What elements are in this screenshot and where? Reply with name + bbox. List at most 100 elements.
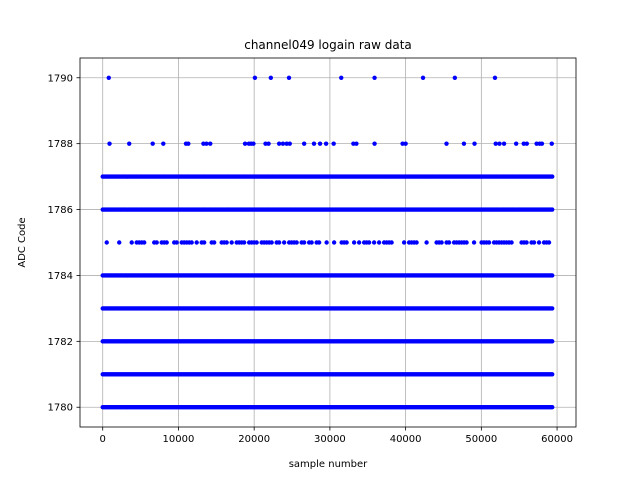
- data-point: [546, 240, 552, 245]
- data-point: [104, 240, 109, 245]
- data-point: [266, 141, 271, 146]
- data-point: [287, 141, 292, 146]
- data-point: [550, 273, 555, 278]
- data-point: [509, 240, 514, 245]
- data-point: [351, 141, 356, 146]
- data-point: [521, 141, 526, 146]
- data-point: [372, 141, 377, 146]
- data-point: [269, 240, 274, 245]
- data-point: [106, 75, 111, 80]
- data-point: [186, 141, 191, 146]
- data-point: [252, 75, 258, 80]
- data-point: [446, 240, 452, 245]
- data-point: [154, 240, 159, 245]
- chart-title: channel049 logain raw data: [244, 38, 412, 52]
- data-point: [294, 240, 299, 245]
- x-tick-label: 10000: [163, 434, 195, 445]
- data-point: [376, 240, 382, 245]
- axis-ticks: 0 10000 20000 30000 40000 50000 60000 1780 1782 1…: [48, 73, 573, 445]
- data-point: [403, 141, 408, 146]
- data-point: [276, 240, 282, 245]
- data-point: [351, 240, 357, 245]
- data-point: [281, 240, 287, 245]
- data-point: [531, 240, 537, 245]
- data-point: [550, 306, 555, 311]
- data-point: [208, 141, 213, 146]
- data-point: [164, 240, 169, 245]
- data-point: [439, 240, 444, 245]
- data-point: [501, 141, 507, 146]
- data-point: [452, 75, 458, 80]
- data-point: [366, 240, 372, 245]
- data-point: [424, 240, 429, 245]
- y-tick-label: 1790: [48, 73, 73, 84]
- x-tick-label: 40000: [390, 434, 422, 445]
- data-point: [309, 240, 314, 245]
- data-point: [276, 141, 282, 146]
- y-axis-label: ADC Code: [17, 217, 28, 267]
- data-point: [324, 240, 329, 245]
- data-point: [242, 141, 248, 146]
- data-point: [372, 75, 377, 80]
- data-point: [401, 240, 407, 245]
- plot-frame: [79, 57, 577, 428]
- data-point: [550, 207, 555, 212]
- data-point: [354, 141, 359, 146]
- data-point: [316, 240, 322, 245]
- data-point: [513, 141, 519, 146]
- data-point: [204, 141, 209, 146]
- data-point: [301, 240, 307, 245]
- data-point: [317, 141, 323, 146]
- data-point: [211, 240, 217, 245]
- data-point: [539, 141, 545, 146]
- data-point: [549, 141, 554, 146]
- data-point: [127, 141, 132, 146]
- data-point: [356, 240, 362, 245]
- x-tick-label: 20000: [238, 434, 270, 445]
- data-point: [550, 405, 555, 410]
- x-axis-label: sample number: [289, 459, 368, 470]
- data-point: [284, 141, 289, 146]
- data-point: [331, 240, 337, 245]
- data-point: [550, 372, 555, 377]
- x-tick-label: 0: [100, 434, 106, 445]
- y-tick-label: 1782: [48, 337, 73, 348]
- data-point: [323, 141, 329, 146]
- data-point: [444, 141, 449, 146]
- data-point: [241, 240, 247, 245]
- data-point: [550, 174, 555, 179]
- data-point: [142, 240, 147, 245]
- data-point: [286, 75, 292, 80]
- data-point: [461, 141, 467, 146]
- data-point: [280, 141, 286, 146]
- data-point: [497, 141, 502, 146]
- data-point: [414, 240, 419, 245]
- data-point: [389, 240, 394, 245]
- data-point: [400, 141, 405, 146]
- data-point: [301, 141, 307, 146]
- data-point: [536, 240, 542, 245]
- data-point: [331, 141, 336, 146]
- data-point: [224, 240, 229, 245]
- y-tick-label: 1788: [48, 139, 73, 150]
- data-point: [492, 75, 498, 80]
- data-point: [174, 240, 179, 245]
- data-point: [524, 240, 529, 245]
- data-point: [117, 240, 122, 245]
- data-point: [189, 240, 194, 245]
- x-tick-label: 50000: [465, 434, 497, 445]
- data-point: [464, 240, 469, 245]
- x-tick-label: 60000: [541, 434, 573, 445]
- x-tick-label: 30000: [314, 434, 346, 445]
- data-point: [493, 141, 498, 146]
- data-point: [150, 141, 155, 146]
- data-point: [107, 141, 112, 146]
- data-point: [471, 240, 477, 245]
- data-point: [534, 141, 539, 146]
- data-point: [420, 75, 426, 80]
- data-point: [263, 141, 268, 146]
- data-point: [201, 141, 206, 146]
- data-point: [486, 240, 492, 245]
- data-point: [201, 240, 207, 245]
